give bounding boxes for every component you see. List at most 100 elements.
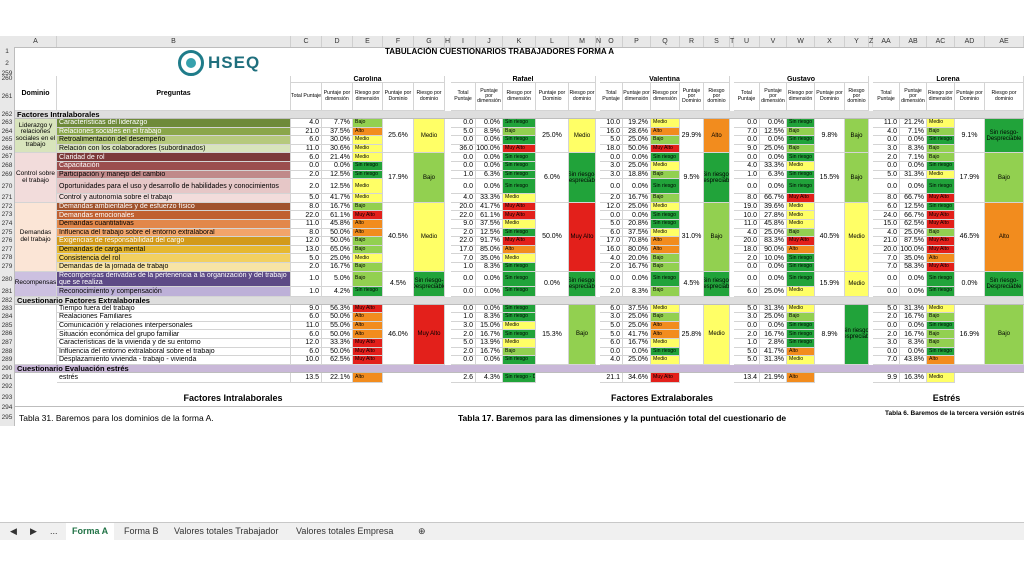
row-number[interactable]: 2 (0, 57, 15, 71)
domain-pct[interactable]: 25.6% (383, 119, 414, 154)
domain-risk[interactable]: Medio (414, 119, 445, 154)
total-score[interactable]: 7.0 (451, 254, 476, 263)
row-number[interactable]: 293 (0, 389, 15, 406)
column-header[interactable]: R (680, 36, 704, 47)
total-score[interactable]: 17.0 (451, 245, 476, 255)
subheader[interactable]: Puntaje por dimensión (476, 83, 503, 111)
dimension-pct[interactable]: 0.0% (476, 119, 503, 128)
dimension-pct[interactable]: 16.7% (623, 194, 651, 203)
row-number[interactable]: 286 (0, 330, 15, 339)
column-header[interactable]: P (623, 36, 651, 47)
total-score[interactable]: 0.0 (873, 179, 900, 195)
row-number[interactable]: 270 (0, 179, 15, 195)
dimension-pct[interactable]: 34.6% (623, 372, 651, 383)
dimension-risk[interactable]: Sin riesgo (503, 179, 536, 195)
dimension-pct[interactable]: 0.0% (476, 356, 503, 365)
dimension-pct[interactable]: 25.0% (322, 254, 353, 263)
dimension-pct[interactable]: 35.0% (900, 254, 927, 263)
subheader[interactable]: Total Puntaje (873, 83, 900, 111)
domain-risk[interactable]: Sin riesgo- Despreciable (414, 271, 445, 297)
dimension-risk[interactable]: Bajo (353, 271, 383, 287)
total-score[interactable]: 2.0 (451, 330, 476, 339)
dimension-pct[interactable]: 0.0% (900, 136, 927, 145)
dimension-pct[interactable]: 37.5% (476, 220, 503, 229)
column-header[interactable]: O (600, 36, 623, 47)
total-score[interactable]: 0.0 (451, 179, 476, 195)
row-number[interactable]: 281 (0, 286, 15, 297)
dimension-risk[interactable]: Bajo (787, 144, 815, 154)
domain-label[interactable]: Liderazgo y relaciones sociales en el tr… (15, 119, 57, 154)
dimension-pct[interactable]: 41.7% (322, 194, 353, 203)
dimension-risk[interactable]: Bajo (927, 339, 955, 348)
dimension-risk[interactable]: Bajo (503, 127, 536, 137)
section-estres[interactable]: Cuestionario Evaluación estrés (15, 364, 1024, 373)
domain-pct[interactable]: 4.5% (383, 271, 414, 297)
row-number[interactable]: 268 (0, 162, 15, 171)
footer-tabla6[interactable]: Tabla 6. Baremos de la tercera versión e… (885, 409, 1024, 417)
question-label[interactable]: Capacitación (57, 162, 291, 171)
dimension-pct[interactable]: 25.0% (623, 313, 651, 322)
question-label[interactable]: Claridad de rol (57, 153, 291, 162)
dimension-risk[interactable]: Sin riesgo (651, 347, 680, 357)
dimension-risk[interactable]: Sin riesgo (503, 356, 536, 365)
domain-label[interactable]: Demandas del trabajo (15, 202, 57, 272)
dimension-pct[interactable]: 0.0% (760, 119, 787, 128)
row-number[interactable]: 279 (0, 263, 15, 272)
dimension-pct[interactable]: 10.0% (760, 254, 787, 263)
row-number[interactable]: 274 (0, 220, 15, 229)
subheader[interactable]: Puntaje por Dominio (815, 83, 845, 111)
dimension-pct[interactable]: 41.7% (760, 347, 787, 357)
dimension-pct[interactable]: 16.7% (476, 347, 503, 357)
dimension-risk[interactable]: Alto (651, 330, 680, 339)
total-score[interactable]: 0.0 (873, 271, 900, 287)
dimension-pct[interactable]: 30.6% (322, 144, 353, 154)
total-score[interactable]: 16.0 (600, 245, 623, 255)
dimension-risk[interactable]: Medio (651, 228, 680, 238)
dimension-pct[interactable]: 66.7% (900, 211, 927, 220)
footer-tabla31[interactable]: Tabla 31. Baremos para los dominios de l… (19, 412, 214, 423)
subheader[interactable]: Riesgo por dominio (985, 83, 1024, 111)
extra-total-risk[interactable]: Medio (704, 304, 730, 365)
dimension-pct[interactable]: 61.1% (476, 211, 503, 220)
dimension-pct[interactable]: 25.0% (760, 313, 787, 322)
section-intralaborales[interactable]: Factores Intralaborales (15, 110, 1024, 119)
domain-pct[interactable]: 9.5% (680, 153, 704, 203)
dimension-risk[interactable]: Alto (353, 228, 383, 238)
dimension-risk[interactable]: Sin riesgo (787, 271, 815, 287)
column-header[interactable]: F (383, 36, 414, 47)
dimension-pct[interactable]: 0.0% (900, 347, 927, 357)
dimension-risk[interactable]: Medio (353, 153, 383, 162)
dimension-pct[interactable]: 61.1% (322, 211, 353, 220)
total-score[interactable]: 0.0 (451, 119, 476, 128)
total-score[interactable]: 0.0 (600, 271, 623, 287)
dimension-risk[interactable]: Sin riesgo (927, 286, 955, 297)
header-preguntas[interactable]: Preguntas (57, 76, 291, 111)
dimension-risk[interactable]: Sin riesgo (787, 339, 815, 348)
total-score[interactable]: 6.0 (600, 228, 623, 238)
domain-risk[interactable]: Bajo (704, 202, 730, 272)
dimension-pct[interactable]: 65.0% (322, 245, 353, 255)
dimension-risk[interactable]: Muy Alto (503, 202, 536, 212)
dimension-risk[interactable]: Medio (503, 254, 536, 263)
total-score[interactable]: 6.0 (600, 304, 623, 314)
subheader[interactable]: Riesgo por dimensión (787, 83, 815, 111)
domain-pct[interactable]: 9.8% (815, 119, 845, 154)
domain-pct[interactable]: 50.0% (536, 202, 569, 272)
total-score[interactable]: 10.0 (734, 211, 760, 220)
question-label[interactable]: Características del liderazgo (57, 119, 291, 128)
total-score[interactable]: 0.0 (291, 162, 322, 171)
dimension-risk[interactable]: Medio (651, 356, 680, 365)
dimension-pct[interactable]: 0.0% (476, 179, 503, 195)
subheader[interactable]: Puntaje por Dominio (536, 83, 569, 111)
footer-tabla17[interactable]: Tabla 17. Baremos para las dimensiones y… (458, 412, 787, 423)
total-score[interactable]: 0.0 (451, 153, 476, 162)
total-score[interactable]: 13.4 (734, 372, 760, 383)
dimension-pct[interactable]: 33.3% (760, 162, 787, 171)
dimension-risk[interactable]: Sin riesgo (787, 153, 815, 162)
total-score[interactable]: 0.0 (734, 153, 760, 162)
column-header-bar[interactable]: A B C D E F G H I J K L M N O P Q R S T U V W X Y Z AA AB AC AD AE (0, 36, 1024, 48)
dimension-pct[interactable]: 25.0% (760, 144, 787, 154)
extra-total-risk[interactable]: Bajo (985, 304, 1024, 365)
column-header[interactable]: Q (651, 36, 680, 47)
dimension-risk[interactable]: Sin riesgo (927, 321, 955, 331)
